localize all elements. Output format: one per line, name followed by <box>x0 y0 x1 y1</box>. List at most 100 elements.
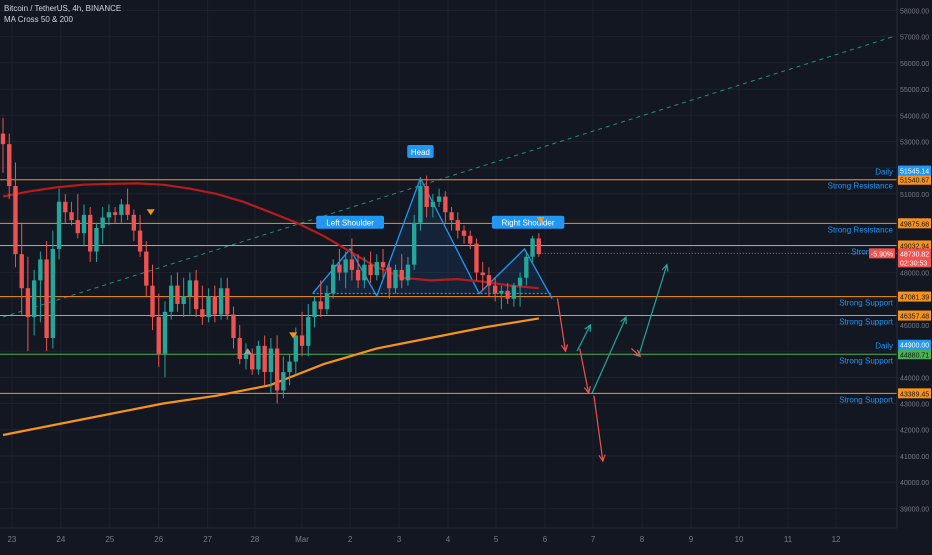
candle <box>125 188 130 221</box>
candle-body <box>443 196 448 213</box>
y-tick-label: 51000.00 <box>900 192 929 199</box>
candle-body <box>355 269 361 281</box>
candle <box>193 269 199 318</box>
candle-body <box>293 335 298 362</box>
x-tick-label: 3 <box>397 535 402 544</box>
candle <box>243 343 249 370</box>
candle-body <box>331 264 336 294</box>
candle <box>218 277 224 320</box>
candle <box>7 133 12 200</box>
x-tick-label: 2 <box>348 535 353 544</box>
candle <box>119 199 124 223</box>
pattern-fill <box>312 178 553 299</box>
candle-body <box>399 269 404 281</box>
y-tick-label: 42000.00 <box>900 428 929 435</box>
level-price-tag: 43389.45 <box>900 391 929 398</box>
candle <box>424 175 429 218</box>
level-price-tag-bg <box>898 174 931 185</box>
candle-body <box>75 220 80 234</box>
candle <box>0 117 6 173</box>
candle-body <box>256 345 261 370</box>
candle <box>318 280 323 318</box>
candle-body <box>175 285 180 304</box>
right-shoulder-label-text: Right Shoulder <box>502 219 555 228</box>
arrow-shaft <box>576 324 591 352</box>
level-price-tag: 51540.67 <box>900 178 929 185</box>
symbol-title[interactable]: Bitcoin / TetherUS, 4h, BINANCE <box>4 4 122 13</box>
candle <box>63 193 68 223</box>
candle <box>250 348 255 375</box>
candle <box>511 282 517 307</box>
candle-body <box>393 269 398 289</box>
candle <box>312 296 317 328</box>
candle-body <box>405 264 411 281</box>
candle-body <box>212 296 218 315</box>
x-tick-label: 4 <box>446 535 451 544</box>
candle <box>81 204 87 247</box>
arrow-head <box>598 454 606 463</box>
candle-body <box>455 220 460 231</box>
candle-body <box>94 227 99 252</box>
candle <box>337 248 342 281</box>
candle-body <box>306 317 311 346</box>
candle <box>200 285 205 325</box>
left-shoulder-label-text: Left Shoulder <box>326 219 374 228</box>
candle <box>56 188 62 260</box>
arrow-down <box>579 348 591 395</box>
candle-body <box>144 251 149 286</box>
candle-body <box>449 212 454 221</box>
indicator-title[interactable]: MA Cross 50 & 200 <box>4 15 73 24</box>
candle <box>187 272 193 315</box>
y-tick-label: 55000.00 <box>900 87 929 94</box>
bar-countdown: 02:30:53 <box>900 260 927 267</box>
candle <box>492 277 498 302</box>
candle-body <box>112 212 118 215</box>
candle-body <box>81 214 87 234</box>
candle <box>455 212 460 239</box>
candle <box>162 301 168 378</box>
x-tick-label: 12 <box>832 535 841 544</box>
candle <box>13 162 18 268</box>
ma50-line <box>2 182 539 290</box>
candle-body <box>368 264 373 276</box>
candle <box>461 225 467 244</box>
left-shoulder-label-bg <box>316 215 384 229</box>
candle <box>94 222 99 263</box>
candle-body <box>268 348 274 373</box>
candle <box>468 230 473 249</box>
candle-body <box>56 201 62 249</box>
candle <box>436 188 442 208</box>
candle <box>524 251 529 286</box>
candle-body <box>343 259 348 273</box>
ma-cross-marker <box>146 209 155 216</box>
candle-body <box>88 214 93 252</box>
candle <box>480 262 485 291</box>
daily-level-price-tag: 44880.71 <box>900 352 929 359</box>
candle-body <box>530 238 535 257</box>
candle <box>287 353 292 386</box>
right-shoulder-label-bg <box>491 215 565 229</box>
candles <box>0 117 541 404</box>
candle-body <box>0 133 6 145</box>
candle <box>474 238 479 281</box>
candle <box>293 327 298 375</box>
candle <box>262 335 267 386</box>
arrow-up <box>576 323 592 352</box>
grid <box>0 0 897 528</box>
daily-price-tag-bg <box>898 165 931 176</box>
candle <box>31 269 37 336</box>
candle <box>405 256 411 286</box>
candle-body <box>318 301 323 310</box>
candle <box>281 356 286 399</box>
trendline-dashed <box>2 36 894 318</box>
candle-body <box>63 201 68 213</box>
candle-body <box>100 217 105 228</box>
y-axis-bg <box>897 0 932 550</box>
candle-body <box>474 243 479 273</box>
candle <box>387 262 392 299</box>
arrow-head <box>633 349 642 358</box>
arrow-down <box>556 298 569 353</box>
